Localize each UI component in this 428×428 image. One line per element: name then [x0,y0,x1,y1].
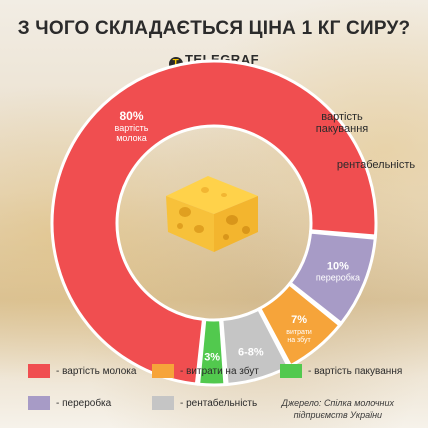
legend-item-processing: - переробка [28,396,111,410]
slice-name-label: переробка [316,273,360,283]
slice-name-label: вартість [115,123,149,133]
legend-label: - переробка [56,397,112,409]
pie-slice [220,307,291,387]
slice-outside-label: пакування [316,123,368,135]
page-title: З ЧОГО СКЛАДАЄТЬСЯ ЦІНА 1 КГ СИРУ? [17,18,411,39]
legend-swatch [28,396,50,410]
legend-swatch [152,396,174,410]
legend-label: - рентабельність [180,397,258,409]
legend-item-packaging: - вартість пакування [280,364,402,378]
slice-outside-label: рентабельність [337,159,415,171]
slice-outside-label: вартість [321,111,363,123]
pie-slice [50,59,378,386]
pie-slice [288,230,377,326]
source-note: Джерело: Спілка молочних підприємств Укр… [282,397,394,421]
legend-item-profitability: - рентабельність [152,396,257,410]
legend-swatch [280,364,302,378]
legend-label: - вартість молока [56,365,137,377]
slice-name-label: витрати [286,329,312,336]
slice-value-label: 6-8% [238,346,264,358]
slice-name-label: на збут [287,336,311,344]
pie-slice [197,317,227,387]
slice-value-label: 10% [327,261,349,273]
legend-swatch [28,364,50,378]
legend-label: - витрати на збут [180,365,259,377]
slice-name-label: молока [116,133,147,143]
legend-label: - вартість пакування [308,365,403,377]
cheese-icon [166,176,258,252]
source-line: підприємств України [293,410,383,420]
slice-value-label: 80% [119,109,143,123]
legend-swatch [152,364,174,378]
legend-item-sales: - витрати на збут [152,364,259,378]
legend-item-milk: - вартість молока [28,364,136,378]
source-line: Джерело: Спілка молочних [281,398,394,408]
slice-value-label: 3% [204,351,220,363]
slice-value-label: 7% [291,314,307,326]
